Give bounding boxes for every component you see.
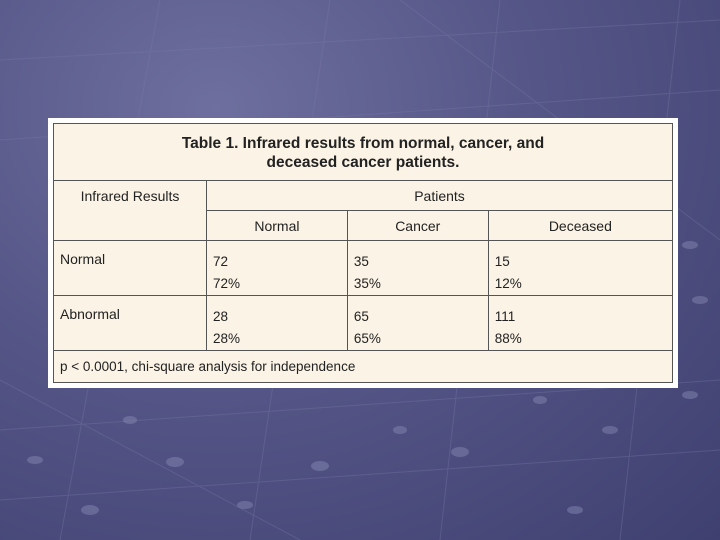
cell-percent: 72% (213, 276, 241, 291)
column-header-deceased: Deceased (487, 210, 674, 241)
row-header-infrared-results: Infrared Results (53, 180, 207, 241)
table-title-line-2: deceased cancer patients. (266, 154, 460, 171)
cell-percent: 12% (494, 276, 522, 291)
cell-percent: 28% (213, 331, 241, 346)
cell-abnormal-deceased: 111 88% (487, 295, 674, 351)
cell-abnormal-cancer: 65 65% (346, 295, 489, 351)
table-title-line-1: Table 1. Infrared results from normal, c… (181, 135, 545, 152)
table-footnote: p < 0.0001, chi-square analysis for inde… (53, 350, 673, 383)
cell-percent: 65% (353, 331, 381, 346)
cell-count: 72 (213, 254, 229, 269)
cell-percent: 88% (494, 331, 522, 346)
row-label-normal: Normal (53, 240, 207, 296)
row-label-abnormal: Abnormal (53, 295, 207, 351)
table-frame: Table 1. Infrared results from normal, c… (48, 118, 678, 388)
cell-percent: 35% (353, 276, 381, 291)
results-table: Table 1. Infrared results from normal, c… (53, 123, 674, 383)
cell-count: 65 (353, 309, 369, 324)
table-row: Abnormal 28 28% 65 65% 111 88% (53, 295, 674, 351)
cell-normal-normal: 72 72% (206, 240, 348, 296)
cell-count: 111 (494, 309, 516, 324)
table-title: Table 1. Infrared results from normal, c… (53, 123, 673, 181)
cell-abnormal-normal: 28 28% (206, 295, 348, 351)
cell-normal-deceased: 15 12% (487, 240, 674, 296)
column-header-cancer: Cancer (346, 210, 489, 241)
cell-count: 35 (353, 254, 369, 269)
group-header-patients: Patients (206, 180, 673, 211)
column-header-normal: Normal (206, 210, 348, 241)
cell-count: 28 (213, 309, 229, 324)
table-row: Normal 72 72% 35 35% 15 12% (53, 240, 674, 296)
cell-count: 15 (494, 254, 510, 269)
cell-normal-cancer: 35 35% (346, 240, 489, 296)
